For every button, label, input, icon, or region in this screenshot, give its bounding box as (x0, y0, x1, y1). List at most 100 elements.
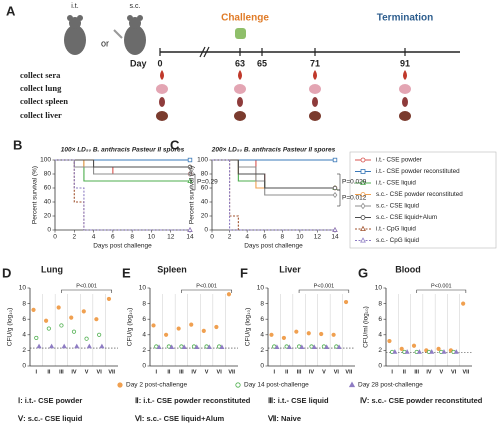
survival-line (55, 159, 190, 231)
y-tick-label: 2 (378, 347, 382, 354)
group-key: Ⅵ: s.c.- CSE liquid+Alum (134, 414, 225, 423)
row-label: collect sera (20, 70, 61, 80)
legend-label: s.c.- CpG liquid (376, 237, 420, 244)
y-tick-label: 8 (142, 300, 146, 307)
day-tick-label: 63 (235, 58, 245, 68)
group-key: Ⅳ: s.c.- CSE powder reconstituted (360, 396, 483, 405)
marker (49, 343, 55, 349)
marker (201, 328, 206, 333)
survival-line (55, 159, 190, 168)
panel-label: G (358, 265, 368, 280)
marker (387, 338, 392, 344)
marker (360, 169, 366, 174)
x-tick-label: 14 (186, 234, 194, 241)
marker (43, 318, 49, 323)
marker (332, 185, 338, 191)
y-tick-label: 0 (47, 227, 51, 234)
bracket (298, 289, 350, 293)
survival-line (55, 159, 190, 168)
organ-icon (160, 70, 164, 80)
marker (360, 179, 366, 186)
y-tick-label: 6 (142, 316, 146, 323)
y-tick-label: 8 (22, 300, 26, 307)
bracket (181, 289, 233, 293)
panel-label: F (240, 265, 248, 280)
y-tick-label: 40 (201, 199, 209, 206)
marker (332, 157, 338, 163)
marker (441, 349, 447, 354)
marker (187, 164, 193, 170)
chart-title: 200× LD₅₀ B. anthracis Pasteur II spores (211, 147, 336, 154)
x-tick-label: 2 (228, 234, 232, 241)
organ-icon (309, 84, 321, 94)
challenge-label: Challenge (221, 13, 269, 24)
y-tick-label: 40 (44, 199, 52, 206)
route-label: s.c. (130, 3, 141, 10)
legend-label: Day 2 post-challenge (126, 382, 187, 389)
legend-label: i.t.- CSE liquid (376, 180, 416, 187)
marker (360, 237, 366, 243)
x-tick-label: V (322, 369, 326, 375)
marker (46, 326, 51, 331)
organ-icon (312, 97, 318, 107)
organ-icon (159, 97, 165, 107)
marker (332, 227, 338, 232)
marker (392, 349, 398, 354)
organ-icon (403, 70, 407, 80)
p-value: P=0.012 (342, 195, 367, 202)
legend-box (349, 151, 497, 249)
x-tick-label: VII (462, 369, 469, 375)
marker (360, 202, 366, 210)
y-tick-label: 60 (44, 185, 52, 192)
marker (461, 301, 466, 306)
panel-label: A (6, 3, 16, 18)
x-tick-label: VI (334, 369, 340, 375)
marker (453, 349, 459, 354)
marker (97, 332, 102, 337)
p-value: P<0.001 (196, 283, 217, 289)
x-tick-label: I (156, 369, 158, 375)
y-axis-label: Percent survival (%) (189, 166, 196, 224)
organ-icon (399, 84, 411, 94)
marker (299, 344, 305, 350)
marker (360, 225, 366, 232)
organ-icon (238, 70, 242, 80)
day-tick-label: 0 (157, 58, 162, 68)
y-tick-label: 4 (378, 332, 382, 339)
x-tick-label: II (47, 369, 51, 375)
y-axis-label: CFU/g (log₁₀) (245, 308, 252, 346)
survival-line (212, 159, 335, 196)
marker (331, 332, 336, 337)
y-tick-label: 0 (142, 363, 146, 370)
survival-line (55, 159, 190, 231)
x-axis-label: Days post challenge (93, 243, 152, 250)
x-tick-label: 4 (92, 234, 96, 241)
y-tick-label: 6 (378, 316, 382, 323)
x-tick-label: 12 (167, 234, 175, 241)
marker (343, 299, 349, 305)
y-tick-label: 0 (22, 363, 26, 370)
legend-label: s.c.- CSE liquid+Alum (376, 214, 437, 221)
row-label: collect spleen (20, 96, 68, 106)
marker (360, 192, 366, 197)
marker (324, 344, 330, 350)
marker (156, 344, 162, 350)
marker (286, 344, 292, 350)
x-tick-label: IV (309, 369, 315, 375)
x-tick-label: II (167, 369, 171, 375)
y-tick-label: 6 (260, 316, 264, 323)
group-key: Ⅶ: Naive (267, 414, 301, 423)
marker (348, 381, 356, 388)
x-tick-label: I (36, 369, 38, 375)
survival-line (55, 159, 190, 175)
y-tick-label: 80 (201, 171, 209, 178)
marker (269, 332, 274, 337)
x-tick-label: 4 (245, 234, 249, 241)
marker (59, 323, 64, 328)
x-tick-label: III (179, 369, 184, 375)
chart-title: Lung (41, 264, 63, 274)
marker (99, 343, 105, 349)
marker (69, 315, 74, 320)
x-tick-label: II (285, 369, 289, 375)
x-tick-label: 0 (53, 234, 57, 241)
